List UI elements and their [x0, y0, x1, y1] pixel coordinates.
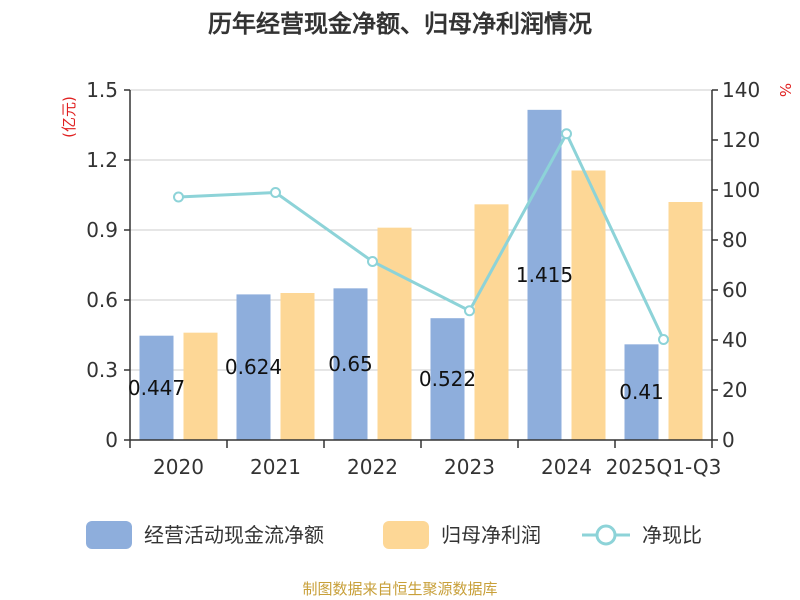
right-axis-unit: % — [776, 83, 794, 97]
data-label-cashflow: 0.624 — [225, 355, 282, 379]
data-label-cashflow: 0.522 — [419, 367, 476, 391]
right-axis-tick-label: 0 — [722, 428, 735, 452]
x-axis-tick-label: 2025Q1-Q3 — [606, 455, 722, 479]
right-axis-tick-label: 80 — [722, 228, 747, 252]
right-axis-tick-label: 60 — [722, 278, 747, 302]
legend-swatch-cashflow — [86, 521, 132, 549]
left-axis-tick-label: 0.3 — [86, 358, 118, 382]
ratio-point — [173, 191, 184, 203]
x-axis-tick-label: 2022 — [347, 455, 398, 479]
right-axis-tick-label: 140 — [722, 78, 760, 102]
data-label-cashflow: 0.41 — [619, 380, 664, 404]
left-axis-tick-label: 0.6 — [86, 288, 118, 312]
bar-cashflow — [430, 318, 465, 440]
ratio-point — [464, 305, 475, 317]
left-axis-tick-label: 1.5 — [86, 78, 118, 102]
left-axis-tick-label: 1.2 — [86, 148, 118, 172]
legend-label-ratio: 净现比 — [642, 523, 702, 547]
legend-label-cashflow: 经营活动现金流净额 — [144, 523, 324, 547]
right-axis-tick-label: 40 — [722, 328, 747, 352]
x-axis-tick-label: 2023 — [444, 455, 495, 479]
bars — [139, 109, 703, 440]
gridlines — [130, 89, 712, 371]
bar-netprofit — [280, 293, 315, 440]
left-axis-unit: (亿元) — [60, 96, 78, 138]
ratio-point — [658, 334, 669, 345]
bar-netprofit — [377, 227, 412, 440]
bar-cashflow — [139, 335, 174, 440]
left-axis-tick-label: 0 — [105, 428, 118, 452]
ratio-point — [367, 256, 378, 267]
ratio-line — [173, 128, 669, 345]
bar-netprofit — [571, 170, 606, 440]
data-labels: 0.447 0.624 0.65 0.522 1.415 0.41 — [128, 263, 664, 404]
legend: 经营活动现金流净额 归母净利润 净现比 — [86, 521, 702, 549]
left-axis-tick-label: 0.9 — [86, 218, 118, 242]
x-axis-tick-label: 2021 — [250, 455, 301, 479]
ratio-line-path — [178, 130, 665, 341]
right-axis-tick-label: 100 — [722, 178, 760, 202]
bar-netprofit — [668, 202, 703, 440]
data-label-cashflow: 0.65 — [328, 352, 373, 376]
source-note: 制图数据来自恒生聚源数据库 — [302, 580, 497, 598]
bar-cashflow — [236, 294, 271, 440]
axes: 0 0.3 0.6 0.9 1.2 1.5 0 20 40 60 80 100 120 140 2020 20… — [86, 78, 760, 479]
data-label-cashflow: 1.415 — [516, 263, 573, 287]
bar-cashflow — [624, 344, 659, 440]
bar-cashflow — [333, 288, 368, 440]
ratio-point — [561, 128, 572, 140]
legend-label-netprofit: 归母净利润 — [441, 523, 541, 547]
right-axis-tick-label: 20 — [722, 378, 747, 402]
bar-netprofit — [183, 332, 218, 440]
x-axis-tick-label: 2020 — [153, 455, 204, 479]
x-axis-tick-label: 2024 — [541, 455, 592, 479]
right-axis-tick-label: 120 — [722, 128, 760, 152]
ratio-point — [270, 187, 281, 198]
chart-title: 历年经营现金净额、归母净利润情况 — [208, 10, 592, 38]
data-label-cashflow: 0.447 — [128, 376, 185, 400]
legend-marker-ratio — [595, 524, 617, 546]
bar-cashflow — [527, 109, 562, 440]
legend-swatch-netprofit — [383, 521, 429, 549]
bar-netprofit — [474, 204, 509, 440]
